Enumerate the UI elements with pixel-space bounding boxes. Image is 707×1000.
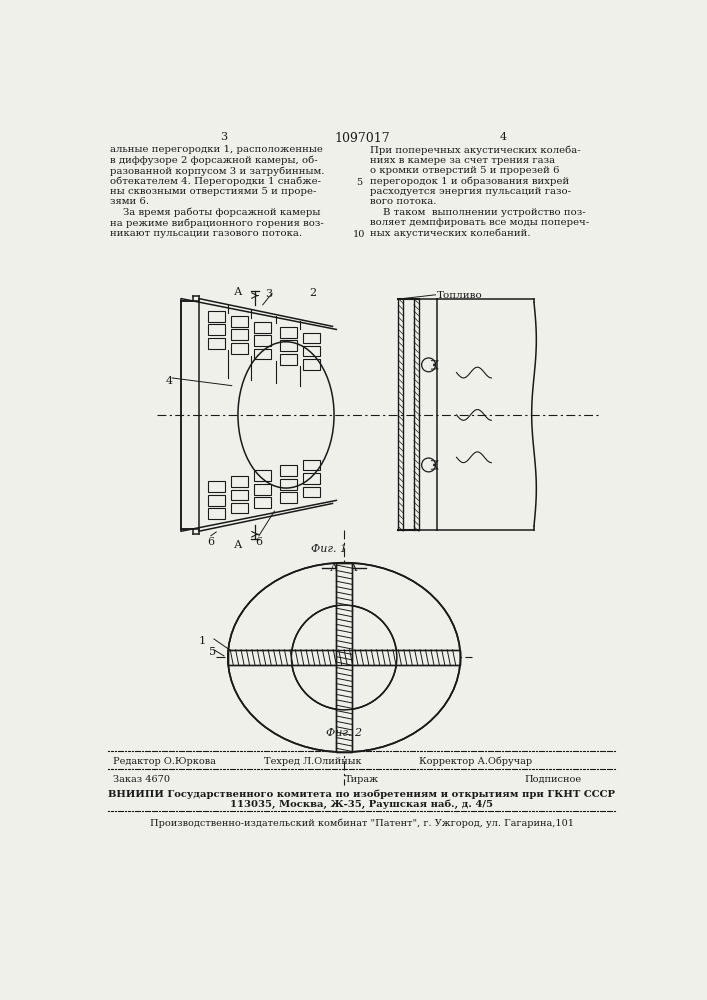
Text: на режиме вибрационного горения воз-: на режиме вибрационного горения воз- (110, 218, 324, 228)
Text: Техред Л.Олийнык: Техред Л.Олийнык (264, 757, 362, 766)
Bar (208, 311, 225, 322)
Bar (337, 563, 352, 752)
Text: в диффузоре 2 форсажной камеры, об-: в диффузоре 2 форсажной камеры, об- (110, 156, 317, 165)
Text: А: А (234, 287, 242, 297)
Text: Фиг. 2: Фиг. 2 (326, 728, 362, 738)
Text: 6: 6 (255, 537, 262, 547)
Bar (231, 329, 248, 340)
Text: 3: 3 (265, 289, 272, 299)
Text: ны сквозными отверстиями 5 и проре-: ны сквозными отверстиями 5 и проре- (110, 187, 317, 196)
Bar (303, 487, 320, 497)
Text: воляет демпфировать все моды попереч-: воляет демпфировать все моды попереч- (370, 218, 589, 227)
Text: 4: 4 (166, 376, 173, 386)
Bar (255, 335, 271, 346)
Bar (231, 490, 248, 500)
Text: ных акустических колебаний.: ных акустических колебаний. (370, 229, 530, 238)
Text: Производственно-издательский комбинат "Патент", г. Ужгород, ул. Гагарина,101: Производственно-издательский комбинат "П… (150, 818, 574, 828)
Text: 113035, Москва, Ж-35, Раушская наб., д. 4/5: 113035, Москва, Ж-35, Раушская наб., д. … (230, 800, 493, 809)
Text: За время работы форсажной камеры: За время работы форсажной камеры (110, 208, 320, 217)
Bar (231, 503, 248, 513)
Bar (228, 650, 460, 665)
Text: Заказ 4670: Заказ 4670 (113, 774, 170, 784)
Text: Подписное: Подписное (525, 774, 582, 784)
Text: Редактор О.Юркова: Редактор О.Юркова (113, 757, 216, 766)
Text: При поперечных акустических колеба-: При поперечных акустических колеба- (370, 145, 580, 155)
Text: Топливо: Топливо (437, 291, 483, 300)
Text: никают пульсации газового потока.: никают пульсации газового потока. (110, 229, 302, 238)
Bar (280, 465, 297, 476)
Text: Корректор А.Обручар: Корректор А.Обручар (419, 757, 532, 766)
Text: 10: 10 (353, 230, 365, 239)
Bar (231, 343, 248, 354)
Bar (280, 340, 297, 351)
Text: перегородок 1 и образования вихрей: перегородок 1 и образования вихрей (370, 177, 569, 186)
Text: 5: 5 (356, 178, 362, 187)
Text: 4: 4 (499, 132, 506, 142)
Text: В таком  выполнении устройство поз-: В таком выполнении устройство поз- (370, 208, 585, 217)
Text: 6: 6 (207, 537, 214, 547)
Bar (208, 495, 225, 506)
Bar (228, 650, 460, 665)
Bar (208, 338, 225, 349)
Bar (255, 349, 271, 359)
Bar (303, 473, 320, 484)
Bar (208, 324, 225, 335)
Text: расходуется энергия пульсаций газо-: расходуется энергия пульсаций газо- (370, 187, 571, 196)
Text: 3: 3 (221, 132, 228, 142)
Text: вого потока.: вого потока. (370, 197, 436, 206)
Text: А: А (234, 540, 242, 550)
Bar (255, 322, 271, 333)
Bar (231, 316, 248, 327)
Bar (303, 460, 320, 470)
Text: 1: 1 (199, 636, 206, 646)
Bar (208, 481, 225, 492)
Bar (280, 327, 297, 338)
Text: А - А: А - А (330, 563, 358, 573)
Text: ВНИИПИ Государственного комитета по изобретениям и открытиям при ГКНТ СССР: ВНИИПИ Государственного комитета по изоб… (108, 789, 616, 799)
Bar (231, 476, 248, 487)
Bar (255, 470, 271, 481)
Bar (303, 333, 320, 343)
Bar (280, 354, 297, 365)
Bar (303, 346, 320, 356)
Text: разованной корпусом 3 и затрубинным.: разованной корпусом 3 и затрубинным. (110, 166, 325, 176)
Text: зями 6.: зями 6. (110, 197, 149, 206)
Bar (280, 479, 297, 490)
Text: ниях в камере за счет трения газа: ниях в камере за счет трения газа (370, 156, 555, 165)
Bar (280, 492, 297, 503)
Text: альные перегородки 1, расположенные: альные перегородки 1, расположенные (110, 145, 323, 154)
Bar (255, 484, 271, 495)
Text: Тираж: Тираж (345, 774, 379, 784)
Text: 5: 5 (209, 647, 216, 657)
Bar (255, 497, 271, 508)
Bar (303, 359, 320, 370)
Text: Фиг. 1: Фиг. 1 (310, 544, 346, 554)
Text: 1097017: 1097017 (334, 132, 390, 145)
Text: 2: 2 (309, 288, 316, 298)
Text: о кромки отверстий 5 и прорезей 6: о кромки отверстий 5 и прорезей 6 (370, 166, 559, 175)
Text: обтекателем 4. Перегородки 1 снабже-: обтекателем 4. Перегородки 1 снабже- (110, 177, 321, 186)
Bar (208, 508, 225, 519)
Bar (337, 563, 352, 752)
